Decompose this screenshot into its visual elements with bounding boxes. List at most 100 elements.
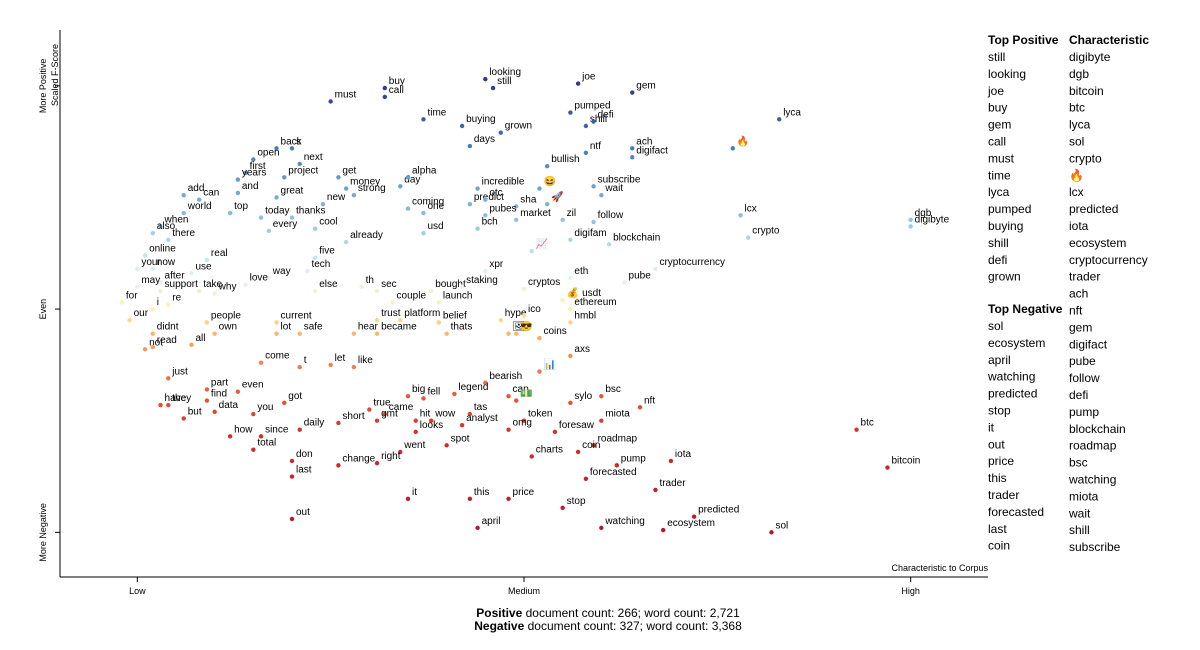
list-item: price bbox=[988, 454, 1014, 468]
point bbox=[274, 320, 279, 325]
point-label: cool bbox=[319, 217, 337, 228]
point bbox=[529, 454, 534, 459]
point-label: also bbox=[157, 221, 176, 232]
point-label: xpr bbox=[489, 259, 504, 270]
point-label: digifact bbox=[636, 145, 668, 156]
point-label: 💵 bbox=[520, 389, 532, 400]
point bbox=[413, 418, 418, 423]
point-label: bsc bbox=[605, 384, 621, 395]
point-label: forecasted bbox=[590, 467, 637, 478]
point-label: didnt bbox=[157, 322, 179, 333]
point-label: get bbox=[342, 165, 356, 176]
point bbox=[227, 434, 233, 439]
point bbox=[398, 449, 403, 455]
point-label: watching bbox=[604, 516, 644, 527]
point bbox=[606, 242, 612, 247]
point-label: coin bbox=[582, 440, 600, 451]
point-label: now bbox=[157, 257, 176, 268]
list-title: Top Negative bbox=[988, 302, 1063, 316]
point bbox=[313, 289, 318, 294]
point-label: otc bbox=[489, 188, 502, 199]
point bbox=[266, 228, 271, 234]
point-label: hype bbox=[505, 308, 527, 319]
point-label: wow bbox=[434, 409, 456, 420]
point bbox=[204, 320, 210, 325]
point bbox=[583, 476, 589, 481]
point bbox=[158, 402, 163, 408]
point bbox=[235, 389, 241, 394]
list-item: 🔥 bbox=[1069, 168, 1084, 182]
point-label: way bbox=[272, 266, 291, 277]
point-label: ecosystem bbox=[667, 518, 715, 529]
list-item: shill bbox=[1069, 523, 1090, 537]
list-item: this bbox=[988, 471, 1007, 485]
point bbox=[475, 525, 480, 531]
point-label: bullish bbox=[551, 154, 579, 165]
point-label: token bbox=[528, 409, 552, 420]
point-label: already bbox=[350, 230, 383, 241]
point bbox=[135, 266, 140, 272]
list-item: ecosystem bbox=[1069, 236, 1126, 250]
list-item: lyca bbox=[988, 185, 1010, 199]
point bbox=[289, 516, 295, 522]
point-label: but bbox=[188, 406, 202, 417]
point-label: after bbox=[165, 270, 186, 281]
point bbox=[537, 335, 542, 341]
point bbox=[614, 463, 619, 468]
point bbox=[777, 117, 782, 122]
x-tick-label: Low bbox=[129, 586, 146, 596]
point-label: they bbox=[172, 393, 191, 404]
point-label: s bbox=[296, 136, 301, 147]
point bbox=[181, 416, 186, 421]
point-label: when bbox=[164, 214, 189, 225]
point bbox=[467, 143, 473, 149]
point bbox=[459, 123, 465, 129]
point bbox=[405, 206, 411, 211]
point bbox=[568, 400, 573, 406]
point-label: became bbox=[381, 322, 417, 333]
point-label: data bbox=[219, 400, 239, 411]
point-label: incredible bbox=[482, 177, 525, 188]
point bbox=[908, 217, 913, 222]
point-label: bch bbox=[482, 217, 498, 228]
point-label: predicted bbox=[698, 505, 739, 516]
list-item: watching bbox=[987, 370, 1035, 384]
point bbox=[514, 398, 519, 403]
point bbox=[521, 418, 527, 423]
point bbox=[405, 393, 411, 399]
point bbox=[197, 289, 202, 294]
point-label: predict bbox=[474, 192, 504, 203]
point bbox=[297, 161, 302, 167]
point bbox=[908, 224, 913, 229]
point bbox=[150, 344, 155, 350]
point-label: couple bbox=[397, 290, 427, 301]
point-label: lot bbox=[281, 322, 292, 333]
point-label: for bbox=[126, 290, 138, 301]
point bbox=[258, 434, 264, 439]
point-label: add bbox=[188, 183, 205, 194]
list-item: miota bbox=[1069, 489, 1099, 503]
point-label: spot bbox=[451, 433, 470, 444]
point-label: all bbox=[195, 333, 205, 344]
point bbox=[444, 443, 449, 448]
point-label: gem bbox=[636, 81, 655, 92]
point bbox=[204, 398, 210, 403]
point-label: defi bbox=[598, 110, 614, 121]
point-label: current bbox=[281, 310, 312, 321]
point-label: t bbox=[304, 355, 307, 366]
point bbox=[235, 190, 241, 196]
point-label: total bbox=[257, 438, 276, 449]
footer-bold: Positive bbox=[476, 606, 522, 620]
point-label: looking bbox=[489, 67, 521, 78]
point bbox=[374, 318, 380, 323]
point-label: ach bbox=[636, 136, 652, 147]
point bbox=[560, 217, 565, 222]
point bbox=[630, 146, 635, 151]
point bbox=[251, 157, 256, 162]
x-tick-label: Medium bbox=[508, 586, 540, 596]
list-item: crypto bbox=[1069, 151, 1102, 165]
point bbox=[568, 237, 573, 243]
point bbox=[127, 318, 132, 323]
point bbox=[537, 369, 542, 374]
list-item: follow bbox=[1069, 371, 1100, 385]
